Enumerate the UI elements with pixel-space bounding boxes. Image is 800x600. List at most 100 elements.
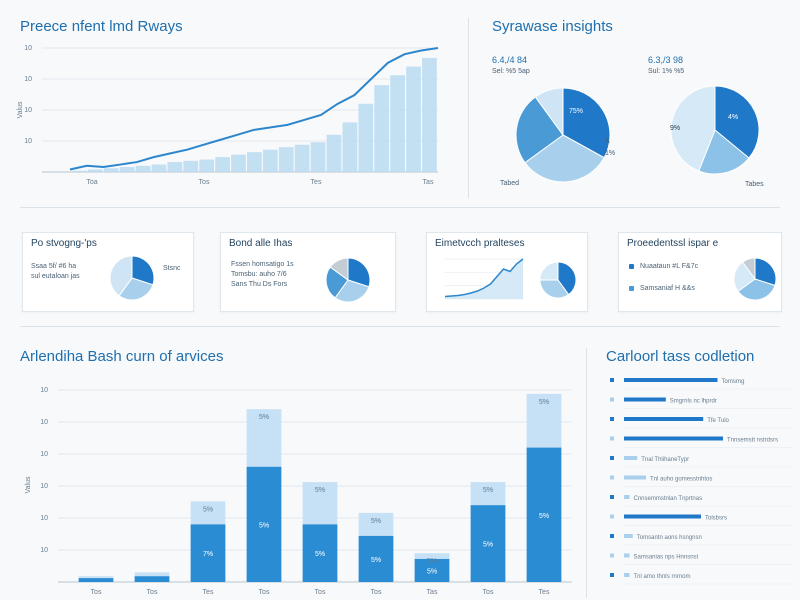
- bar-front-5: [358, 535, 394, 582]
- hbar-label-4: Tnal ThlihaneTypr: [641, 457, 689, 463]
- hbar-bar-9: [624, 553, 630, 558]
- card-3-pie-slice-1: [539, 279, 570, 299]
- bar-top-label-2: 5%: [203, 506, 213, 513]
- card-1-line-2: sul eutaloan jas: [31, 273, 80, 280]
- top-left-x-tick-3: Tas: [423, 179, 434, 186]
- top-left-area-bar-10: [231, 154, 246, 172]
- hbar-marker-4: [610, 456, 614, 460]
- top-left-area-bar-13: [278, 147, 294, 172]
- bar-value-label-3: 5%: [259, 522, 269, 529]
- top-left-y-tick-0: 10: [24, 138, 32, 145]
- top-left-line-series: [69, 47, 439, 171]
- bar-y-tick-1: 10: [40, 515, 48, 522]
- pie2-slice-0: [714, 85, 760, 159]
- hbar-marker-9: [610, 553, 614, 558]
- bottom-vertical-divider: [586, 348, 587, 598]
- card-4-pie-slice-3: [741, 257, 756, 281]
- hbar-marker-8: [610, 534, 614, 538]
- top-left-y-tick-2: 10: [24, 76, 32, 83]
- hbar-label-6: Cnnsemmstnlan Tnprtnas: [634, 496, 703, 502]
- top-left-area-bar-1: [87, 169, 103, 172]
- hbar-label-0: Tomsrng: [722, 379, 745, 385]
- top-vertical-divider: [468, 18, 469, 198]
- bar-y-tick-4: 10: [40, 419, 48, 426]
- card-2-title: Bond alle Ihas: [229, 238, 293, 249]
- card-4-legend-2: Samsaniaf H &&s: [629, 285, 695, 292]
- bar-front-2: [190, 524, 226, 582]
- hbar-marker-7: [610, 514, 614, 519]
- pie1-slice-1: [524, 134, 605, 183]
- top-left-title: Preece nfent lmd Rways: [20, 18, 183, 35]
- top-left-x-tick-2: Tes: [311, 179, 322, 186]
- card-3-pie-slice-0: [557, 261, 577, 296]
- top-left-area-bar-3: [119, 167, 135, 172]
- top-left-area-bar-5: [151, 164, 167, 172]
- top-left-area-bar-11: [247, 152, 262, 172]
- card-4-title: Proeedentssl ispar e: [627, 238, 719, 249]
- bar-x-tick-5: Tos: [371, 589, 382, 596]
- bar-x-tick-4: Tos: [315, 589, 326, 596]
- card-1-pie-slice-0: [131, 255, 155, 286]
- top-left-area-bar-21: [406, 66, 421, 172]
- bar-top-label-6: 5%: [427, 558, 437, 565]
- card-2-pie: [325, 257, 371, 303]
- bar-front-8: [526, 447, 562, 582]
- bar-value-label-4: 5%: [315, 551, 325, 558]
- top-left-area-bar-18: [358, 103, 374, 172]
- bar-y-tick-3: 10: [40, 451, 48, 458]
- bar-front-1: [134, 576, 170, 582]
- bar-front-4: [302, 524, 338, 582]
- hbar-marker-1: [610, 397, 614, 402]
- top-left-area-bar-19: [374, 85, 390, 172]
- card-1-line-1: Ssaa 5f/ #6 ha: [31, 263, 77, 270]
- hbar-label-7: Tolsbsrs: [705, 516, 727, 522]
- top-left-area-bar-12: [262, 149, 278, 172]
- hbar-bar-2: [624, 417, 704, 421]
- bar-y-tick-2: 10: [40, 483, 48, 490]
- hbar-label-3: Tnnsemstt nstrdsrs: [727, 438, 778, 444]
- hbar-bar-8: [624, 534, 633, 538]
- pie2-inner-label: 4%: [728, 114, 739, 121]
- card-2-pie-slice-2: [325, 266, 349, 299]
- top-left-area-bar-14: [294, 144, 310, 172]
- bottom-left-title: Arlendiha Bash curn of arvices: [20, 348, 224, 365]
- bottom-right-title: Carloorl tass codletion: [606, 348, 755, 365]
- hbar-bar-4: [624, 456, 638, 460]
- middle-horizontal-divider: [20, 326, 780, 327]
- hbar-label-9: Samsanias nps Hnnsnst: [634, 555, 699, 561]
- pie1-slice-2: [515, 96, 564, 164]
- pie1-subheading: Sel: %5 5ap: [492, 68, 530, 75]
- pie1-slice-0: [562, 87, 611, 159]
- card-4-legend-2-swatch: [629, 285, 634, 291]
- bar-front-3: [246, 466, 282, 582]
- bar-y-label: Valus: [25, 476, 32, 493]
- bar-top-label-3: 5%: [259, 414, 269, 421]
- top-left-x-tick-0: Toa: [86, 179, 97, 186]
- pie1-inner-label: 75%: [569, 108, 584, 115]
- hbar-marker-10: [610, 573, 614, 577]
- bar-x-tick-8: Tes: [539, 589, 550, 596]
- hbar-label-2: Tfe Tulo: [707, 418, 729, 424]
- pie2-heading: 6.3,/3 98: [648, 55, 684, 65]
- pie2-side-label-a: 9%: [670, 125, 681, 132]
- bar-x-tick-3: Tos: [259, 589, 270, 596]
- top-left-area-bar-15: [310, 142, 326, 172]
- bottom-left-bar-chart: 10 10 10 10 10 10 Valus Tos Tos 7% 5% Tes 5% 5% Tos 5% 5…: [25, 387, 572, 596]
- pie1-slice-3: [534, 87, 564, 137]
- card-4-pie: [733, 257, 777, 301]
- pie2-caption: Tabes: [745, 181, 764, 188]
- top-left-area-bar-22: [422, 57, 437, 172]
- bar-front-7: [470, 505, 506, 582]
- hbar-bar-1: [624, 397, 666, 402]
- hbar-label-8: Tomsantn aons hsngnsn: [637, 535, 702, 541]
- hbar-label-1: Smgrnls nc lhprdr: [670, 399, 717, 405]
- top-right-panel: Syrawase insights 6.4,/4 84 Sel: %5 5ap …: [470, 0, 800, 200]
- bar-top-label-7: 5%: [483, 487, 493, 494]
- card-3: Eimetvcch pralteses: [426, 232, 588, 312]
- hbar-marker-5: [610, 475, 614, 480]
- card-3-line: [444, 258, 524, 298]
- bottom-right-panel: Carloorl tass codletion Tomsrng Smgrnls n…: [600, 330, 800, 600]
- pie1-chart: [515, 87, 611, 183]
- card-1-pie-label: Stsnc: [163, 265, 181, 272]
- card-3-pie-slice-2: [539, 261, 559, 281]
